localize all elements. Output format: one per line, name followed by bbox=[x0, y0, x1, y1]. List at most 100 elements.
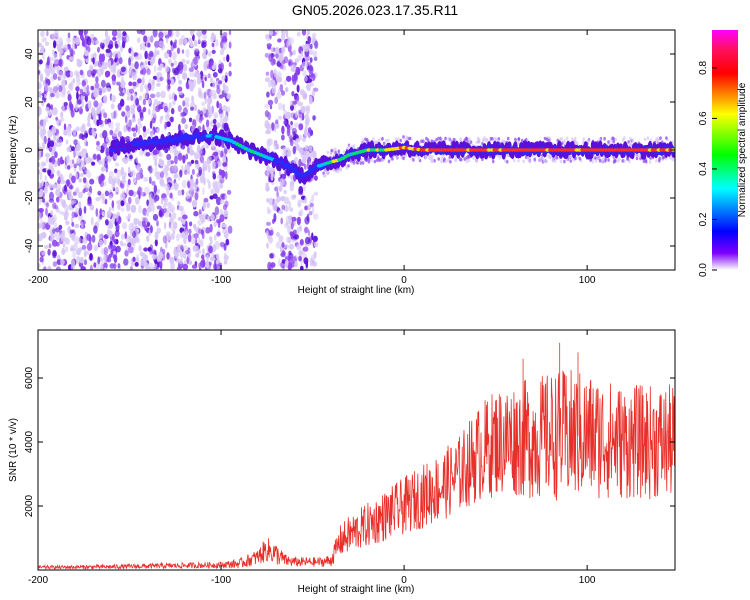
spectrogram-noise-point bbox=[111, 181, 116, 190]
spectrogram-noise-point bbox=[56, 170, 61, 176]
spectrogram-noise-point bbox=[142, 125, 147, 133]
spectrogram-noise-point bbox=[568, 155, 572, 159]
spectrogram-noise-point bbox=[193, 56, 198, 65]
snr-series-line bbox=[38, 370, 675, 570]
spectrogram-noise-point bbox=[67, 93, 72, 102]
spectrogram-noise-point bbox=[600, 159, 604, 163]
spectrogram-noise-point bbox=[170, 107, 175, 115]
spectrogram-noise-point bbox=[102, 42, 105, 49]
spectrogram-noise-point bbox=[39, 73, 44, 82]
snr-marks bbox=[38, 342, 675, 570]
spectrogram-noise-point bbox=[278, 258, 281, 267]
spectrogram-noise-point bbox=[207, 73, 211, 79]
spectrogram-noise-point bbox=[463, 157, 467, 161]
spectrogram-noise-point bbox=[308, 144, 313, 152]
spectrogram-noise-point bbox=[303, 43, 310, 52]
spectrogram-noise-point bbox=[167, 71, 170, 80]
spectrogram-noise-point bbox=[70, 216, 74, 223]
spectrogram-noise-point bbox=[342, 150, 346, 154]
spectrogram-noise-point bbox=[58, 85, 63, 93]
spectrogram-noise-point bbox=[44, 77, 48, 83]
spectrogram-noise-point bbox=[194, 104, 198, 112]
spectrogram-noise-point bbox=[76, 91, 79, 101]
spectrogram-noise-point bbox=[135, 156, 138, 163]
spectrogram-noise-point bbox=[623, 159, 626, 163]
spectrogram-noise-point bbox=[68, 194, 73, 201]
spectrogram-noise-point bbox=[38, 70, 41, 75]
spectrogram-noise-point bbox=[137, 237, 140, 244]
spectrogram-noise-point bbox=[185, 220, 188, 229]
spectrogram-noise-point bbox=[221, 223, 227, 228]
spectrogram-noise-point bbox=[115, 213, 119, 222]
spectrogram-noise-point bbox=[282, 46, 286, 53]
spectrogram-noise-point bbox=[104, 190, 109, 197]
spectrogram-noise-point bbox=[159, 171, 165, 179]
spectrogram-noise-point bbox=[538, 158, 542, 162]
spectrogram-noise-point bbox=[177, 152, 183, 161]
spectrogram-noise-point bbox=[266, 242, 269, 249]
spectrogram-noise-point bbox=[302, 151, 307, 155]
spectrogram-noise-point bbox=[140, 258, 145, 267]
spectrogram-noise-point bbox=[294, 58, 299, 64]
spectrogram-noise-point bbox=[162, 197, 169, 203]
spectrogram-noise-point bbox=[563, 159, 566, 164]
spectrogram-noise-point bbox=[93, 262, 97, 268]
spectrogram-noise-point bbox=[218, 102, 223, 111]
spectrogram-noise-point bbox=[51, 183, 58, 189]
spectrogram-noise-point bbox=[275, 241, 281, 249]
spectrogram-noise-point bbox=[656, 136, 659, 141]
spectrogram-noise-point bbox=[110, 112, 114, 117]
spectrogram-noise-point bbox=[69, 49, 76, 56]
spectrogram-noise-point bbox=[174, 39, 178, 45]
spectrogram-noise-point bbox=[73, 149, 76, 158]
spectrogram-noise-point bbox=[127, 119, 133, 127]
spectrogram-noise-point bbox=[224, 252, 227, 258]
spectrogram-noise-point bbox=[55, 232, 60, 241]
spectrogram-noise-point bbox=[302, 246, 309, 252]
spectrogram-noise-point bbox=[290, 121, 293, 125]
spectrogram-noise-point bbox=[124, 231, 128, 240]
spectrogram-noise-point bbox=[185, 102, 190, 108]
spectrogram-noise-point bbox=[103, 267, 107, 270]
spectrogram-noise-point bbox=[178, 66, 183, 74]
spectrogram-noise-point bbox=[219, 241, 225, 248]
spectrogram-noise-point bbox=[362, 138, 365, 142]
spectrogram-noise-point bbox=[208, 180, 211, 190]
spectrogram-noise-point bbox=[114, 43, 119, 49]
spectrogram-noise-point bbox=[458, 157, 462, 161]
spectrogram-noise-point bbox=[267, 261, 272, 270]
spectrogram-noise-point bbox=[382, 141, 386, 146]
spectrogram-noise-point bbox=[169, 216, 173, 224]
spectrogram-ridge-point bbox=[557, 140, 562, 151]
spectrogram-noise-point bbox=[40, 128, 47, 136]
spectrogram-noise-point bbox=[189, 37, 192, 46]
spectrogram-noise-point bbox=[267, 45, 272, 50]
spectrogram-noise-point bbox=[201, 30, 207, 35]
spectrogram-noise-point bbox=[115, 223, 120, 232]
spectrogram-noise-point bbox=[51, 126, 57, 134]
spectrogram-noise-point bbox=[105, 219, 109, 226]
spectrogram-noise-point bbox=[210, 35, 214, 43]
spectrogram-noise-point bbox=[476, 136, 480, 141]
spectrogram-noise-point bbox=[265, 185, 270, 192]
snr-ylabel: SNR (10 * v/v) bbox=[8, 418, 19, 482]
spectrogram-noise-point bbox=[147, 99, 151, 104]
spectrogram-noise-point bbox=[184, 123, 189, 130]
spectrogram-noise-point bbox=[278, 185, 283, 192]
spectrogram-noise-point bbox=[291, 100, 298, 105]
spectrogram-noise-point bbox=[160, 197, 164, 205]
spectrogram-noise-point bbox=[121, 179, 127, 184]
spectrogram-noise-point bbox=[594, 159, 598, 163]
spectrogram-noise-point bbox=[132, 256, 136, 262]
spectrogram-noise-point bbox=[285, 111, 291, 120]
spectrogram-noise-point bbox=[469, 140, 473, 144]
spectrogram-noise-point bbox=[528, 159, 532, 164]
spectrogram-noise-point bbox=[152, 203, 155, 213]
spectrogram-noise-point bbox=[127, 178, 131, 186]
spectrogram-noise-point bbox=[279, 178, 285, 187]
spectrogram-noise-point bbox=[332, 148, 336, 152]
spectrogram-noise-point bbox=[110, 120, 114, 130]
spectrogram-noise-point bbox=[57, 176, 61, 184]
spectrogram-noise-point bbox=[54, 30, 59, 38]
spectrogram-noise-point bbox=[139, 83, 144, 93]
